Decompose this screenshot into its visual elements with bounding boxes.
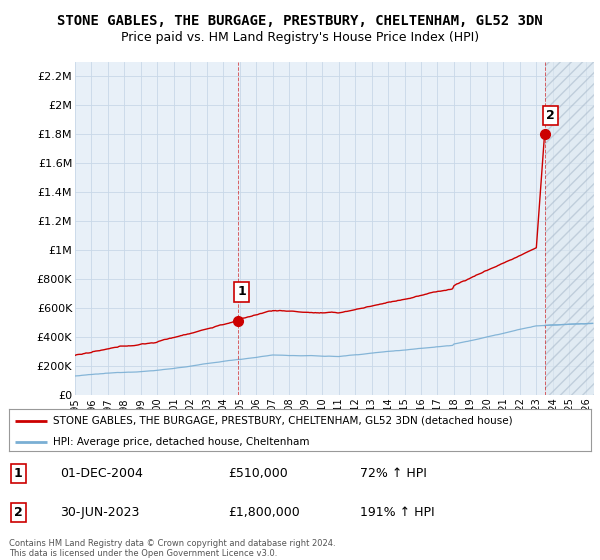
Text: Contains HM Land Registry data © Crown copyright and database right 2024.: Contains HM Land Registry data © Crown c…: [9, 539, 335, 548]
Bar: [545, 62, 594, 395]
Text: STONE GABLES, THE BURGAGE, PRESTBURY, CHELTENHAM, GL52 3DN (detached house): STONE GABLES, THE BURGAGE, PRESTBURY, CH…: [53, 416, 512, 426]
Text: This data is licensed under the Open Government Licence v3.0.: This data is licensed under the Open Gov…: [9, 549, 277, 558]
Text: 01-DEC-2004: 01-DEC-2004: [60, 466, 143, 480]
Text: HPI: Average price, detached house, Cheltenham: HPI: Average price, detached house, Chel…: [53, 437, 309, 446]
Text: 1: 1: [14, 466, 22, 480]
Text: 72% ↑ HPI: 72% ↑ HPI: [360, 466, 427, 480]
Text: 30-JUN-2023: 30-JUN-2023: [60, 506, 139, 519]
Text: £1,800,000: £1,800,000: [228, 506, 300, 519]
Text: 2: 2: [14, 506, 22, 519]
Text: 1: 1: [238, 286, 246, 298]
Text: 191% ↑ HPI: 191% ↑ HPI: [360, 506, 434, 519]
Text: Price paid vs. HM Land Registry's House Price Index (HPI): Price paid vs. HM Land Registry's House …: [121, 31, 479, 44]
Text: £510,000: £510,000: [228, 466, 288, 480]
Text: 2: 2: [546, 109, 555, 122]
Text: STONE GABLES, THE BURGAGE, PRESTBURY, CHELTENHAM, GL52 3DN: STONE GABLES, THE BURGAGE, PRESTBURY, CH…: [57, 14, 543, 28]
